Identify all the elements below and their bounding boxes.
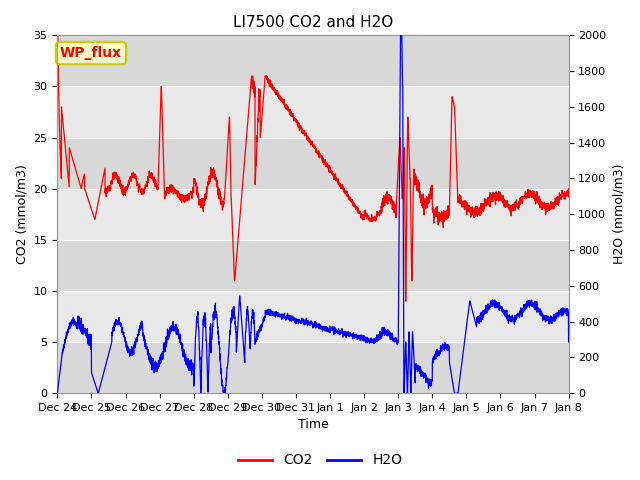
Bar <box>58 36 568 86</box>
Title: LI7500 CO2 and H2O: LI7500 CO2 and H2O <box>233 15 393 30</box>
Y-axis label: H2O (mmol/m3): H2O (mmol/m3) <box>612 164 625 264</box>
Bar <box>58 138 568 189</box>
Y-axis label: CO2 (mmol/m3): CO2 (mmol/m3) <box>15 164 28 264</box>
Legend: CO2, H2O: CO2, H2O <box>232 448 408 473</box>
Bar <box>58 240 568 291</box>
Bar <box>58 342 568 393</box>
X-axis label: Time: Time <box>298 419 328 432</box>
Text: WP_flux: WP_flux <box>60 46 122 60</box>
